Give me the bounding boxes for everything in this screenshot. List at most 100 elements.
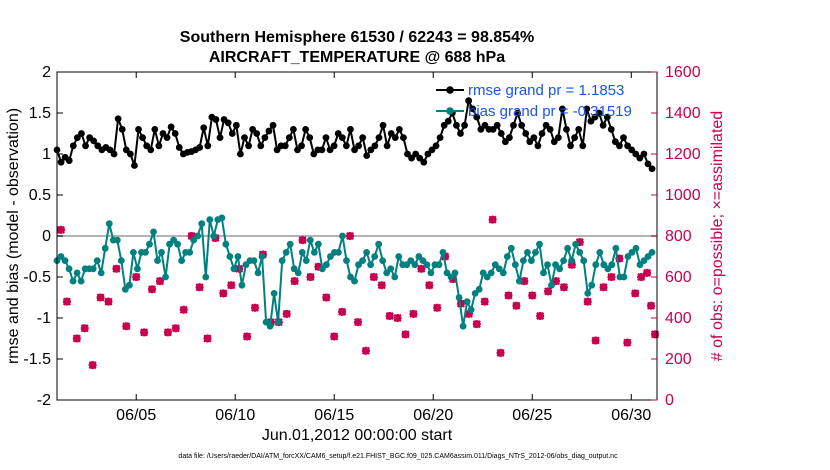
bias-point <box>584 290 592 297</box>
obs-assimilated-marker <box>567 260 576 269</box>
obs-assimilated-marker <box>104 297 113 306</box>
rmse-point <box>65 157 73 164</box>
bias-point <box>503 253 511 260</box>
rmse-point <box>595 109 603 117</box>
y-right-tick-label: 1200 <box>665 146 701 163</box>
bias-point <box>359 257 366 264</box>
rmse-point <box>322 134 330 142</box>
x-tick-label: 06/05 <box>116 407 156 424</box>
rmse-point <box>599 121 607 129</box>
bias-point <box>363 249 370 256</box>
rmse-point <box>579 142 587 150</box>
obs-assimilated-marker <box>599 283 608 292</box>
obs-assimilated-marker <box>361 346 370 355</box>
rmse-point <box>228 130 236 137</box>
obs-assimilated-marker <box>552 277 561 286</box>
rmse-point <box>530 134 538 142</box>
rmse-point <box>538 130 546 137</box>
bias-point <box>632 244 640 252</box>
bias-point <box>475 285 483 293</box>
y-right-tick-label: 0 <box>665 392 674 409</box>
x-tick-label: 06/10 <box>215 407 255 424</box>
bias-point <box>379 257 387 264</box>
rmse-point <box>640 150 648 158</box>
obs-assimilated-marker <box>56 225 65 234</box>
bias-point <box>274 318 282 326</box>
x-tick-label: 06/25 <box>512 407 552 424</box>
rmse-point <box>245 142 252 150</box>
bias-point <box>439 249 447 256</box>
y-right-tick-label: 600 <box>665 269 692 286</box>
bias-point <box>125 281 133 289</box>
legend-rmse-marker <box>446 86 454 94</box>
obs-assimilated-marker <box>179 305 188 314</box>
bias-point <box>174 240 182 248</box>
y-tick-label: -2 <box>37 392 51 409</box>
bias-point <box>620 273 628 281</box>
bias-point <box>515 277 523 285</box>
obs-assimilated-marker <box>393 313 402 323</box>
obs-assimilated-marker <box>504 291 513 300</box>
bias-point <box>608 261 616 269</box>
rmse-point <box>371 142 379 150</box>
obs-assimilated-marker <box>559 283 568 292</box>
bias-point <box>134 265 141 273</box>
bias-point <box>302 257 310 264</box>
obs-assimilated-marker <box>623 338 632 347</box>
obs-assimilated-marker <box>607 272 616 282</box>
obs-assimilated-marker <box>520 277 529 286</box>
rmse-point <box>306 134 314 142</box>
obs-assimilated-marker <box>480 297 489 306</box>
rmse-point <box>420 158 428 166</box>
bias-point <box>576 249 584 256</box>
chart-title-line2: AIRCRAFT_TEMPERATURE @ 688 hPa <box>209 49 505 66</box>
rmse-point <box>289 125 297 133</box>
rmse-point <box>497 130 505 137</box>
bias-point <box>306 236 314 244</box>
obs-assimilated-marker <box>112 264 121 273</box>
obs-assimilated-marker <box>163 328 172 337</box>
obs-assimilated-marker <box>417 264 426 273</box>
obs-assimilated-marker <box>88 361 97 370</box>
rmse-point <box>90 137 98 145</box>
bias-point <box>467 306 475 314</box>
obs-assimilated-marker <box>96 293 105 302</box>
obs-assimilated-marker <box>171 324 180 333</box>
bias-point <box>146 240 153 248</box>
bias-point <box>294 269 302 277</box>
bias-point <box>560 257 567 264</box>
y-tick-label: -1.5 <box>23 351 51 368</box>
obs-assimilated-marker <box>615 254 624 263</box>
bias-point <box>339 232 346 240</box>
x-tick-label: 06/15 <box>314 407 354 424</box>
y-right-tick-label: 200 <box>665 351 692 368</box>
bias-point <box>97 269 105 277</box>
rmse-point <box>338 134 346 142</box>
rmse-point <box>644 160 652 168</box>
obs-assimilated-marker <box>195 283 204 292</box>
rmse-point <box>444 117 452 125</box>
rmse-point <box>457 130 464 137</box>
bias-point <box>435 261 443 269</box>
rmse-point <box>436 134 444 142</box>
rmse-point <box>363 152 371 160</box>
obs-assimilated-marker <box>227 281 236 290</box>
bias-point <box>371 253 379 260</box>
bias-point <box>286 240 294 248</box>
obs-assimilated-marker <box>346 231 355 241</box>
bias-point <box>202 273 210 281</box>
bias-point <box>351 277 358 285</box>
bias-point <box>258 253 266 260</box>
obs-assimilated-marker <box>536 311 545 320</box>
obs-assimilated-marker <box>637 272 646 282</box>
rmse-point <box>473 113 481 121</box>
bias-point <box>427 269 435 277</box>
bias-point <box>532 249 539 256</box>
bias-point <box>387 265 395 273</box>
y-axis-ticks: 2 1.5 1 0.5 0 -0.5 -1 -1.5 -2 <box>23 64 63 409</box>
bias-line <box>56 217 653 328</box>
obs-assimilated-marker <box>298 236 307 245</box>
bias-point <box>648 249 656 256</box>
bias-point <box>335 249 342 256</box>
